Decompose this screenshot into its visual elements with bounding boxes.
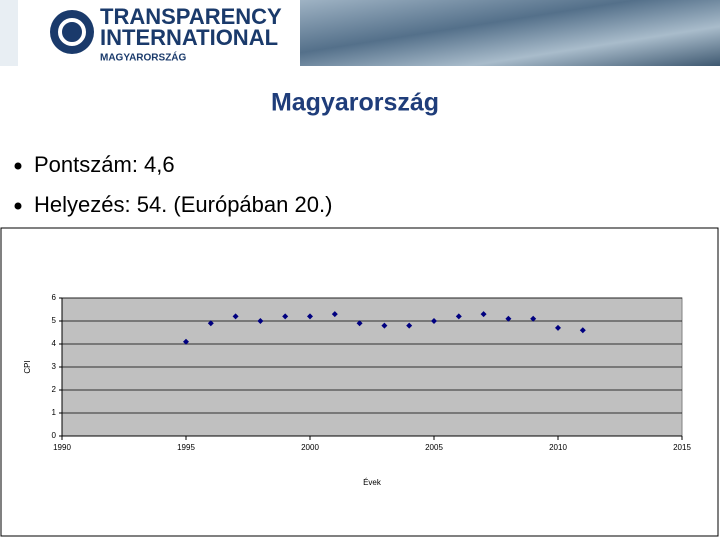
logo-ring bbox=[58, 18, 86, 46]
logo-icon bbox=[50, 10, 94, 54]
data-point bbox=[356, 320, 363, 327]
data-point bbox=[455, 313, 462, 320]
bullet-text: Helyezés: 54. (Európában 20.) bbox=[34, 192, 332, 217]
y-tick-label: 3 bbox=[52, 362, 57, 371]
chart: 0 1 2 3 4 5 6 1990 1995 2000 2005 2010 2015 Évek CPI bbox=[23, 293, 691, 487]
data-point bbox=[555, 324, 561, 331]
logo-subtext: MAGYARORSZÁG bbox=[100, 51, 187, 64]
data-point bbox=[207, 320, 214, 327]
data-point bbox=[183, 338, 189, 345]
data-point bbox=[505, 315, 512, 322]
x-tick-label: 2010 bbox=[549, 443, 567, 452]
y-tick-label: 0 bbox=[52, 431, 57, 440]
x-tick-label: 1995 bbox=[177, 443, 195, 452]
header-strip bbox=[0, 0, 18, 66]
y-tick-label: 2 bbox=[52, 385, 57, 394]
bullet bbox=[14, 162, 22, 170]
logo-text: INTERNATIONAL bbox=[100, 25, 278, 50]
data-point bbox=[381, 322, 388, 329]
data-point bbox=[307, 313, 313, 320]
x-tick-label: 1990 bbox=[53, 443, 71, 452]
slide-title: Magyarország bbox=[271, 89, 439, 117]
data-point bbox=[282, 313, 289, 320]
data-point bbox=[406, 322, 413, 329]
y-tick-label: 4 bbox=[52, 339, 57, 348]
data-point bbox=[331, 311, 338, 318]
header-image bbox=[300, 0, 720, 66]
x-tick-label: 2015 bbox=[673, 443, 691, 452]
y-axis-label: CPI bbox=[23, 360, 32, 373]
x-axis-label: Évek bbox=[363, 478, 382, 487]
y-tick-label: 5 bbox=[52, 316, 57, 325]
data-point bbox=[431, 318, 437, 324]
logo-text: TRANSPARENCY bbox=[100, 4, 282, 29]
data-point bbox=[232, 313, 239, 320]
bullet-text: Pontszám: 4,6 bbox=[34, 152, 175, 177]
bullet bbox=[14, 202, 22, 210]
data-point bbox=[257, 318, 264, 324]
y-tick-label: 1 bbox=[52, 408, 57, 417]
x-tick-label: 2005 bbox=[425, 443, 443, 452]
y-tick-label: 6 bbox=[52, 293, 57, 302]
data-point bbox=[579, 327, 586, 334]
data-point bbox=[530, 315, 537, 322]
x-tick-label: 2000 bbox=[301, 443, 319, 452]
data-point bbox=[480, 311, 487, 318]
